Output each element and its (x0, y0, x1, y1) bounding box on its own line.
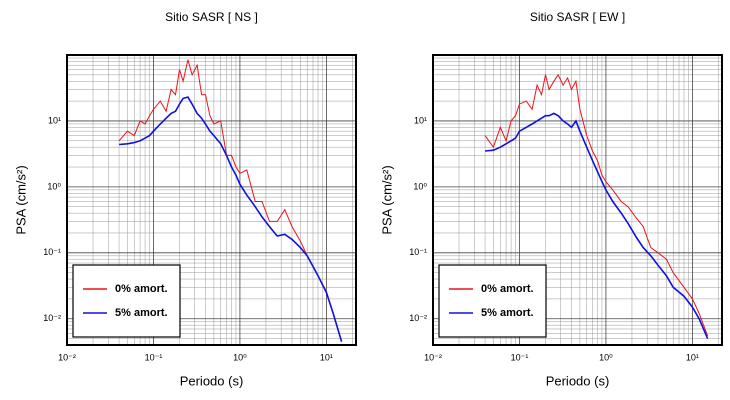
y-tick-label: 10⁻¹ (43, 247, 61, 257)
x-tick-label: 10⁻¹ (145, 352, 163, 362)
x-tick-label: 10¹ (686, 352, 699, 362)
y-tick-label: 10⁰ (413, 181, 427, 191)
y-tick-label: 10⁻¹ (409, 247, 427, 257)
legend-label: 0% amort. (115, 283, 168, 295)
plot-frame (66, 54, 357, 346)
x-tick-label: 10¹ (320, 352, 333, 362)
chart-title: Sitio SASR [ NS ] (165, 10, 258, 24)
x-tick-label: 10⁻² (58, 352, 76, 362)
legend-box (438, 264, 547, 338)
y-tick-label: 10⁻² (409, 313, 427, 323)
y-tick-label: 10⁻² (43, 313, 61, 323)
y-tick-label: 10⁰ (47, 181, 61, 191)
plot-frame (432, 54, 723, 346)
x-tick-label: 10⁰ (233, 352, 247, 362)
x-axis-label: Periodo (s) (180, 373, 244, 388)
chart-title: Sitio SASR [ EW ] (530, 10, 625, 24)
x-tick-label: 10⁻¹ (511, 352, 529, 362)
legend-label: 5% amort. (481, 307, 534, 319)
y-axis-label: PSA (cm/s²) (379, 165, 394, 234)
x-tick-label: 10⁻² (424, 352, 442, 362)
y-tick-label: 10¹ (414, 115, 427, 125)
legend-label: 5% amort. (115, 307, 168, 319)
legend-label: 0% amort. (481, 283, 534, 295)
series-line (118, 59, 343, 342)
legend-box (72, 264, 181, 338)
y-axis-label: PSA (cm/s²) (13, 165, 28, 234)
series-line (485, 112, 709, 339)
series-line (119, 96, 343, 342)
series-line (484, 73, 709, 337)
y-tick-label: 10¹ (48, 115, 61, 125)
x-axis-label: Periodo (s) (546, 373, 610, 388)
x-tick-label: 10⁰ (599, 352, 613, 362)
